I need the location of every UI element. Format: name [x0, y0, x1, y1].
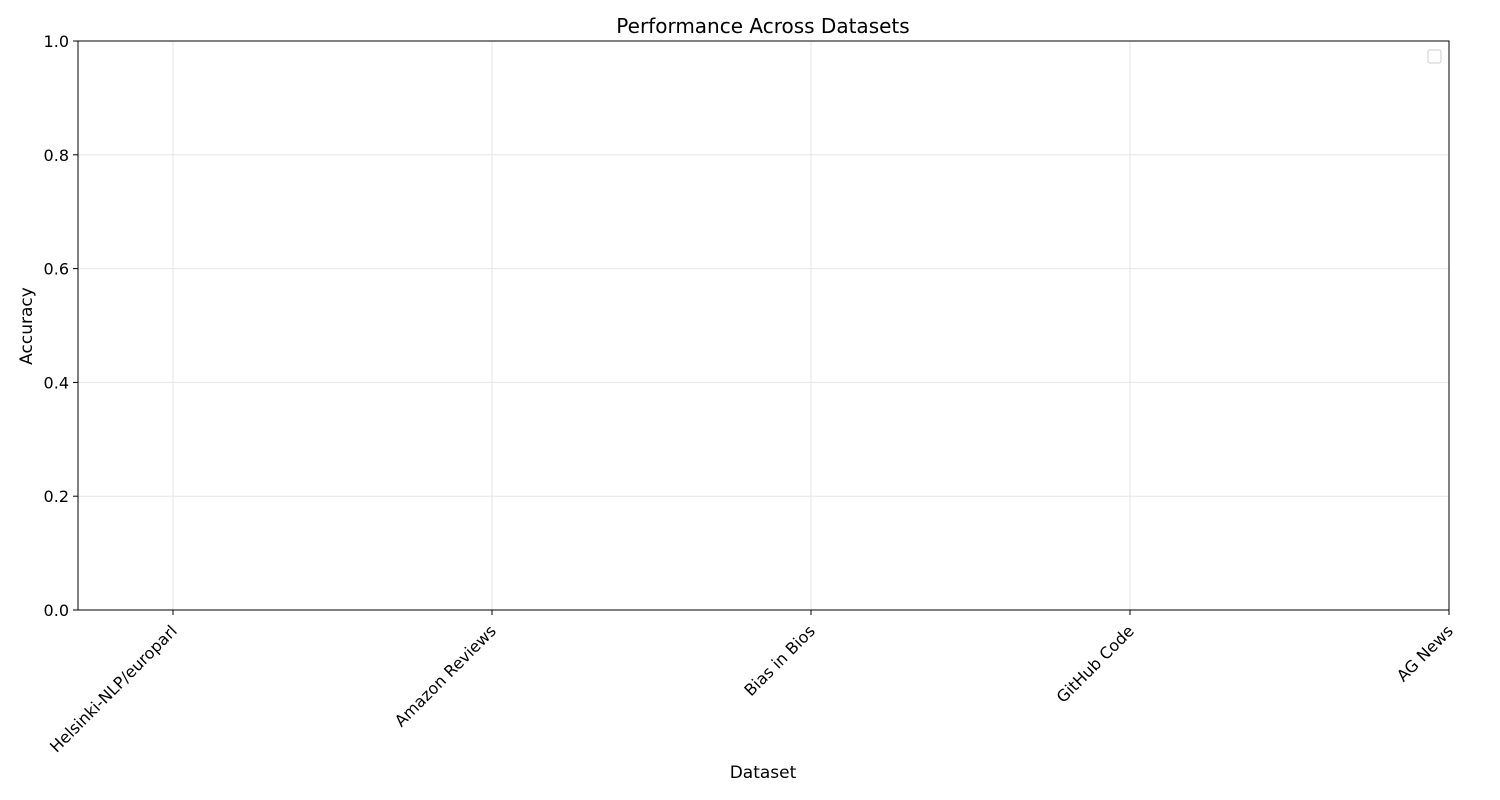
y-tick-label: 1.0	[44, 32, 69, 51]
plot-frame	[77, 40, 1450, 611]
x-axis-label: Dataset	[730, 763, 797, 783]
chart-title: Performance Across Datasets	[616, 14, 909, 38]
y-axis: 0.0 0.2 0.4 0.6 0.8 1.0	[44, 32, 78, 620]
y-tick-label: 0.6	[44, 260, 69, 279]
y-tick-label: 0.4	[44, 373, 69, 392]
y-axis-label: Accuracy	[17, 287, 37, 365]
y-tick-label: 0.2	[44, 487, 69, 506]
y-tick-label: 0.8	[44, 146, 69, 165]
y-tick-label: 0.0	[44, 601, 69, 620]
legend-box	[1427, 49, 1442, 64]
